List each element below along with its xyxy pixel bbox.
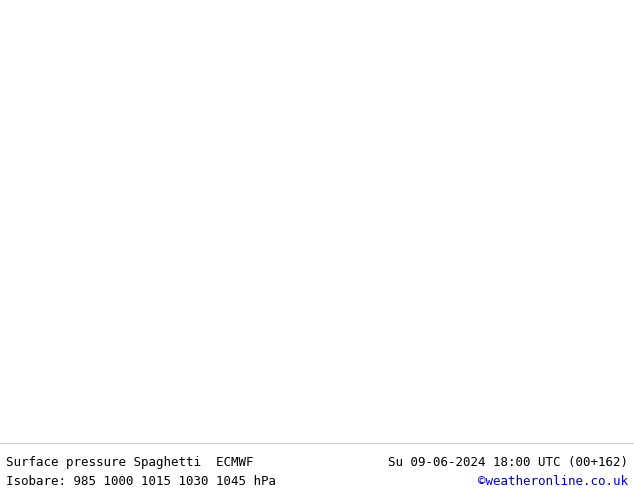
Text: Surface pressure Spaghetti  ECMWF: Surface pressure Spaghetti ECMWF [6,457,254,469]
Text: Su 09-06-2024 18:00 UTC (00+162): Su 09-06-2024 18:00 UTC (00+162) [387,457,628,469]
Text: ©weatheronline.co.uk: ©weatheronline.co.uk [477,475,628,488]
Text: Isobare: 985 1000 1015 1030 1045 hPa: Isobare: 985 1000 1015 1030 1045 hPa [6,475,276,488]
